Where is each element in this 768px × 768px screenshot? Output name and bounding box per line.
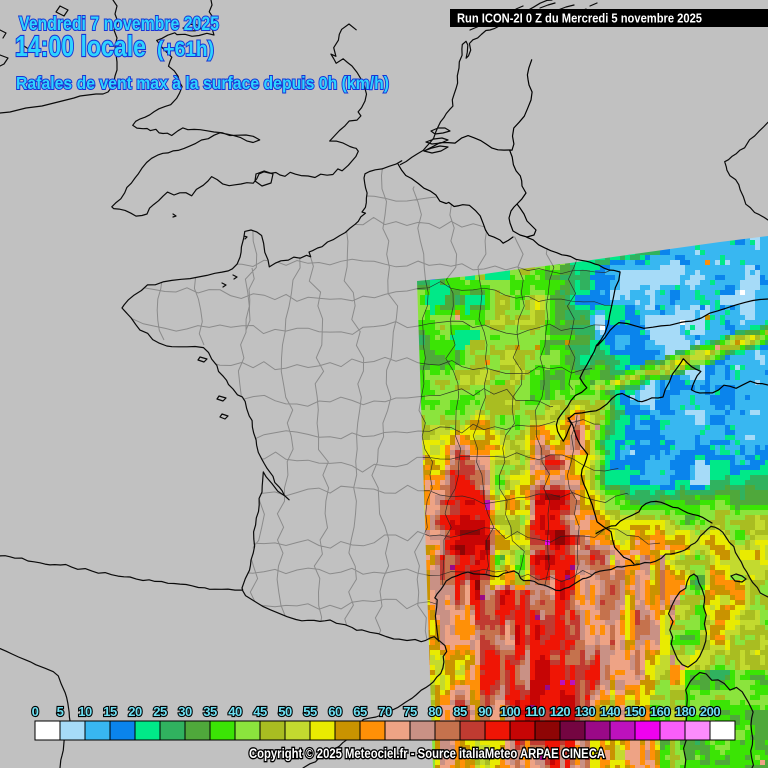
svg-text:140: 140	[600, 704, 620, 719]
svg-text:80: 80	[428, 704, 442, 719]
svg-text:160: 160	[650, 704, 670, 719]
svg-text:100: 100	[500, 704, 520, 719]
svg-text:Run ICON-2I 0 Z du Mercredi 5: Run ICON-2I 0 Z du Mercredi 5 novembre 2…	[457, 11, 702, 26]
svg-text:75: 75	[403, 704, 417, 719]
svg-text:55: 55	[303, 704, 317, 719]
svg-text:120: 120	[550, 704, 570, 719]
svg-text:180: 180	[675, 704, 695, 719]
svg-text:Vendredi 7 novembre 2025: Vendredi 7 novembre 2025	[19, 14, 219, 35]
svg-text:15: 15	[103, 704, 117, 719]
svg-text:5: 5	[57, 704, 64, 719]
svg-text:130: 130	[575, 704, 595, 719]
svg-text:200: 200	[700, 704, 720, 719]
svg-text:20: 20	[128, 704, 142, 719]
svg-text:25: 25	[153, 704, 167, 719]
svg-text:Rafales de vent max à la surfa: Rafales de vent max à la surface depuis …	[16, 73, 389, 93]
svg-text:14:00 locale: 14:00 locale	[15, 31, 146, 63]
svg-text:50: 50	[278, 704, 292, 719]
svg-text:0: 0	[32, 704, 39, 719]
svg-text:110: 110	[525, 704, 545, 719]
svg-text:70: 70	[378, 704, 392, 719]
svg-text:10: 10	[78, 704, 92, 719]
svg-text:40: 40	[228, 704, 242, 719]
svg-text:60: 60	[328, 704, 342, 719]
svg-text:(+61h): (+61h)	[157, 38, 214, 61]
svg-text:35: 35	[203, 704, 217, 719]
svg-text:Copyright © 2025 Meteociel.fr: Copyright © 2025 Meteociel.fr - Source i…	[249, 746, 605, 761]
svg-text:85: 85	[453, 704, 467, 719]
svg-text:150: 150	[625, 704, 645, 719]
svg-text:30: 30	[178, 704, 192, 719]
svg-text:65: 65	[353, 704, 367, 719]
svg-text:45: 45	[253, 704, 267, 719]
svg-text:90: 90	[478, 704, 492, 719]
